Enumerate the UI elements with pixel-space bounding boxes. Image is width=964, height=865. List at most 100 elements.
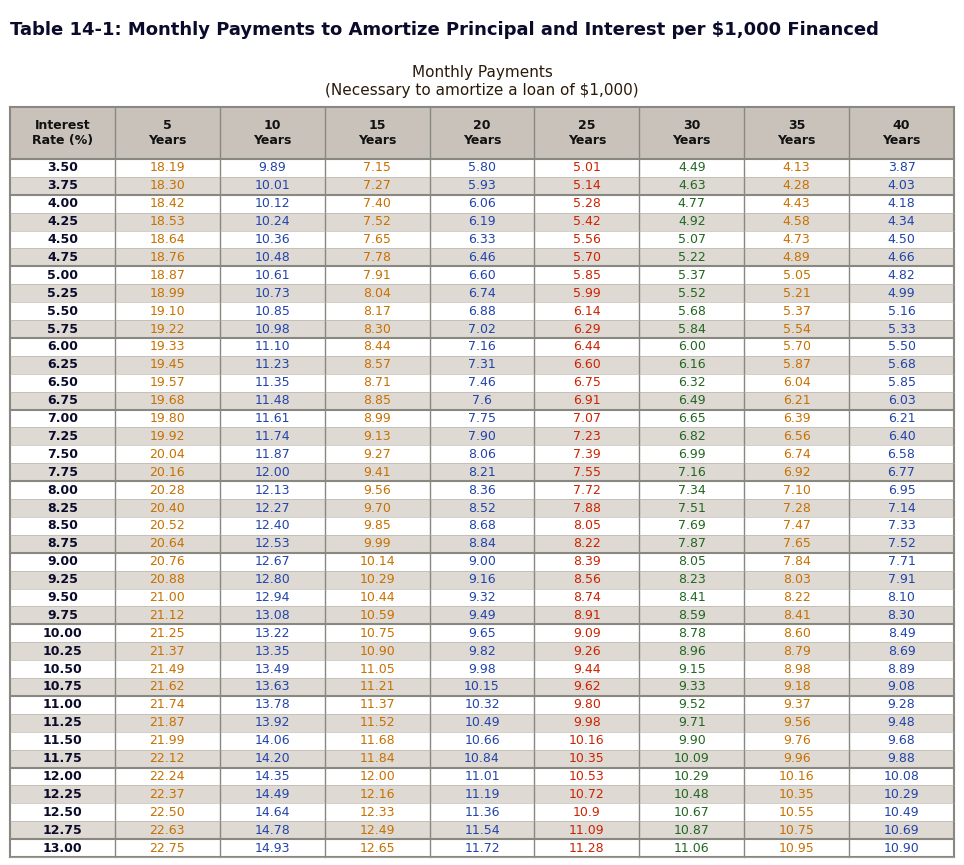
Text: 6.74: 6.74: [469, 286, 495, 300]
Text: 11.19: 11.19: [465, 788, 499, 801]
Text: 19.68: 19.68: [149, 394, 185, 407]
Text: 6.06: 6.06: [469, 197, 495, 210]
Text: 6.32: 6.32: [678, 376, 706, 389]
Text: (Necessary to amortize a loan of $1,000): (Necessary to amortize a loan of $1,000): [325, 82, 639, 98]
Text: 20.88: 20.88: [149, 573, 185, 586]
Text: 7.88: 7.88: [573, 502, 601, 515]
Text: 5.42: 5.42: [573, 215, 601, 228]
Text: 8.57: 8.57: [363, 358, 391, 371]
Text: 4.03: 4.03: [888, 179, 916, 192]
Text: 10.50: 10.50: [42, 663, 82, 676]
Text: 21.49: 21.49: [149, 663, 185, 676]
Text: 8.75: 8.75: [47, 537, 78, 550]
Text: 8.74: 8.74: [573, 591, 601, 604]
Text: 6.60: 6.60: [573, 358, 601, 371]
Text: 35
Years: 35 Years: [778, 119, 816, 147]
Text: 6.77: 6.77: [888, 465, 916, 478]
Text: 9.96: 9.96: [783, 752, 811, 765]
Text: 5.07: 5.07: [678, 233, 706, 246]
Text: 7.84: 7.84: [783, 555, 811, 568]
Text: 7.87: 7.87: [678, 537, 706, 550]
Text: 5.01: 5.01: [573, 162, 601, 175]
Text: 6.56: 6.56: [783, 430, 811, 443]
Text: 30
Years: 30 Years: [673, 119, 711, 147]
Text: 4.43: 4.43: [783, 197, 811, 210]
Text: 13.00: 13.00: [42, 842, 82, 855]
Text: 21.37: 21.37: [149, 644, 185, 657]
Text: 25
Years: 25 Years: [568, 119, 606, 147]
Text: 10.16: 10.16: [779, 770, 815, 783]
Text: 7.50: 7.50: [47, 448, 78, 461]
Text: 13.22: 13.22: [254, 627, 290, 640]
Text: 12.67: 12.67: [254, 555, 290, 568]
Text: 5.00: 5.00: [47, 269, 78, 282]
Text: 8.69: 8.69: [888, 644, 916, 657]
Text: 12.40: 12.40: [254, 519, 290, 532]
Text: 13.08: 13.08: [254, 609, 290, 622]
Text: 6.65: 6.65: [678, 412, 706, 425]
Text: 9.50: 9.50: [47, 591, 78, 604]
Text: 9.27: 9.27: [363, 448, 391, 461]
Text: 5.68: 5.68: [678, 304, 706, 317]
Text: 4.50: 4.50: [47, 233, 78, 246]
Text: 10.00: 10.00: [42, 627, 82, 640]
Text: 10.32: 10.32: [465, 698, 499, 711]
Text: 8.50: 8.50: [47, 519, 78, 532]
Text: 8.30: 8.30: [363, 323, 391, 336]
Text: 7.91: 7.91: [363, 269, 391, 282]
Text: 10.75: 10.75: [42, 681, 82, 694]
Text: 12.80: 12.80: [254, 573, 290, 586]
Text: 10.44: 10.44: [360, 591, 395, 604]
Text: 10.90: 10.90: [884, 842, 920, 855]
Text: 6.74: 6.74: [783, 448, 811, 461]
Text: 6.21: 6.21: [783, 394, 811, 407]
Text: 21.12: 21.12: [149, 609, 185, 622]
Text: 20.40: 20.40: [149, 502, 185, 515]
Text: 7.16: 7.16: [469, 341, 495, 354]
Text: 5.54: 5.54: [783, 323, 811, 336]
Text: 11.21: 11.21: [360, 681, 395, 694]
Text: 13.63: 13.63: [254, 681, 290, 694]
Text: 5.14: 5.14: [573, 179, 601, 192]
Text: 9.16: 9.16: [469, 573, 495, 586]
Text: 7.34: 7.34: [678, 484, 706, 497]
Text: 14.49: 14.49: [254, 788, 290, 801]
Text: 9.33: 9.33: [678, 681, 706, 694]
Text: 9.62: 9.62: [573, 681, 601, 694]
Text: 9.37: 9.37: [783, 698, 811, 711]
Text: 18.64: 18.64: [149, 233, 185, 246]
Text: 5
Years: 5 Years: [148, 119, 186, 147]
Text: 7.55: 7.55: [573, 465, 601, 478]
Text: 6.44: 6.44: [573, 341, 601, 354]
Text: 10.87: 10.87: [674, 823, 710, 836]
Text: 20
Years: 20 Years: [463, 119, 501, 147]
Text: 9.49: 9.49: [469, 609, 495, 622]
Text: 6.95: 6.95: [888, 484, 916, 497]
Text: 9.26: 9.26: [573, 644, 601, 657]
Text: 11.00: 11.00: [42, 698, 82, 711]
Text: 11.37: 11.37: [360, 698, 395, 711]
Text: 5.68: 5.68: [888, 358, 916, 371]
Text: 5.37: 5.37: [678, 269, 706, 282]
Text: 11.54: 11.54: [465, 823, 499, 836]
Text: 9.75: 9.75: [47, 609, 78, 622]
Text: 10.25: 10.25: [42, 644, 82, 657]
Text: 12.94: 12.94: [254, 591, 290, 604]
Text: 12.75: 12.75: [42, 823, 82, 836]
Text: 4.58: 4.58: [783, 215, 811, 228]
Text: 10.69: 10.69: [884, 823, 920, 836]
Text: 4.18: 4.18: [888, 197, 916, 210]
Text: 9.00: 9.00: [469, 555, 495, 568]
Text: 6.58: 6.58: [888, 448, 916, 461]
Text: 21.87: 21.87: [149, 716, 185, 729]
Text: 12.65: 12.65: [360, 842, 395, 855]
Text: 7.72: 7.72: [573, 484, 601, 497]
Text: 12.27: 12.27: [254, 502, 290, 515]
Text: 9.48: 9.48: [888, 716, 916, 729]
Text: 7.46: 7.46: [469, 376, 495, 389]
Text: 7.69: 7.69: [678, 519, 706, 532]
Text: 10.75: 10.75: [360, 627, 395, 640]
Text: 5.85: 5.85: [888, 376, 916, 389]
Text: 10.08: 10.08: [884, 770, 920, 783]
Text: 4.99: 4.99: [888, 286, 916, 300]
